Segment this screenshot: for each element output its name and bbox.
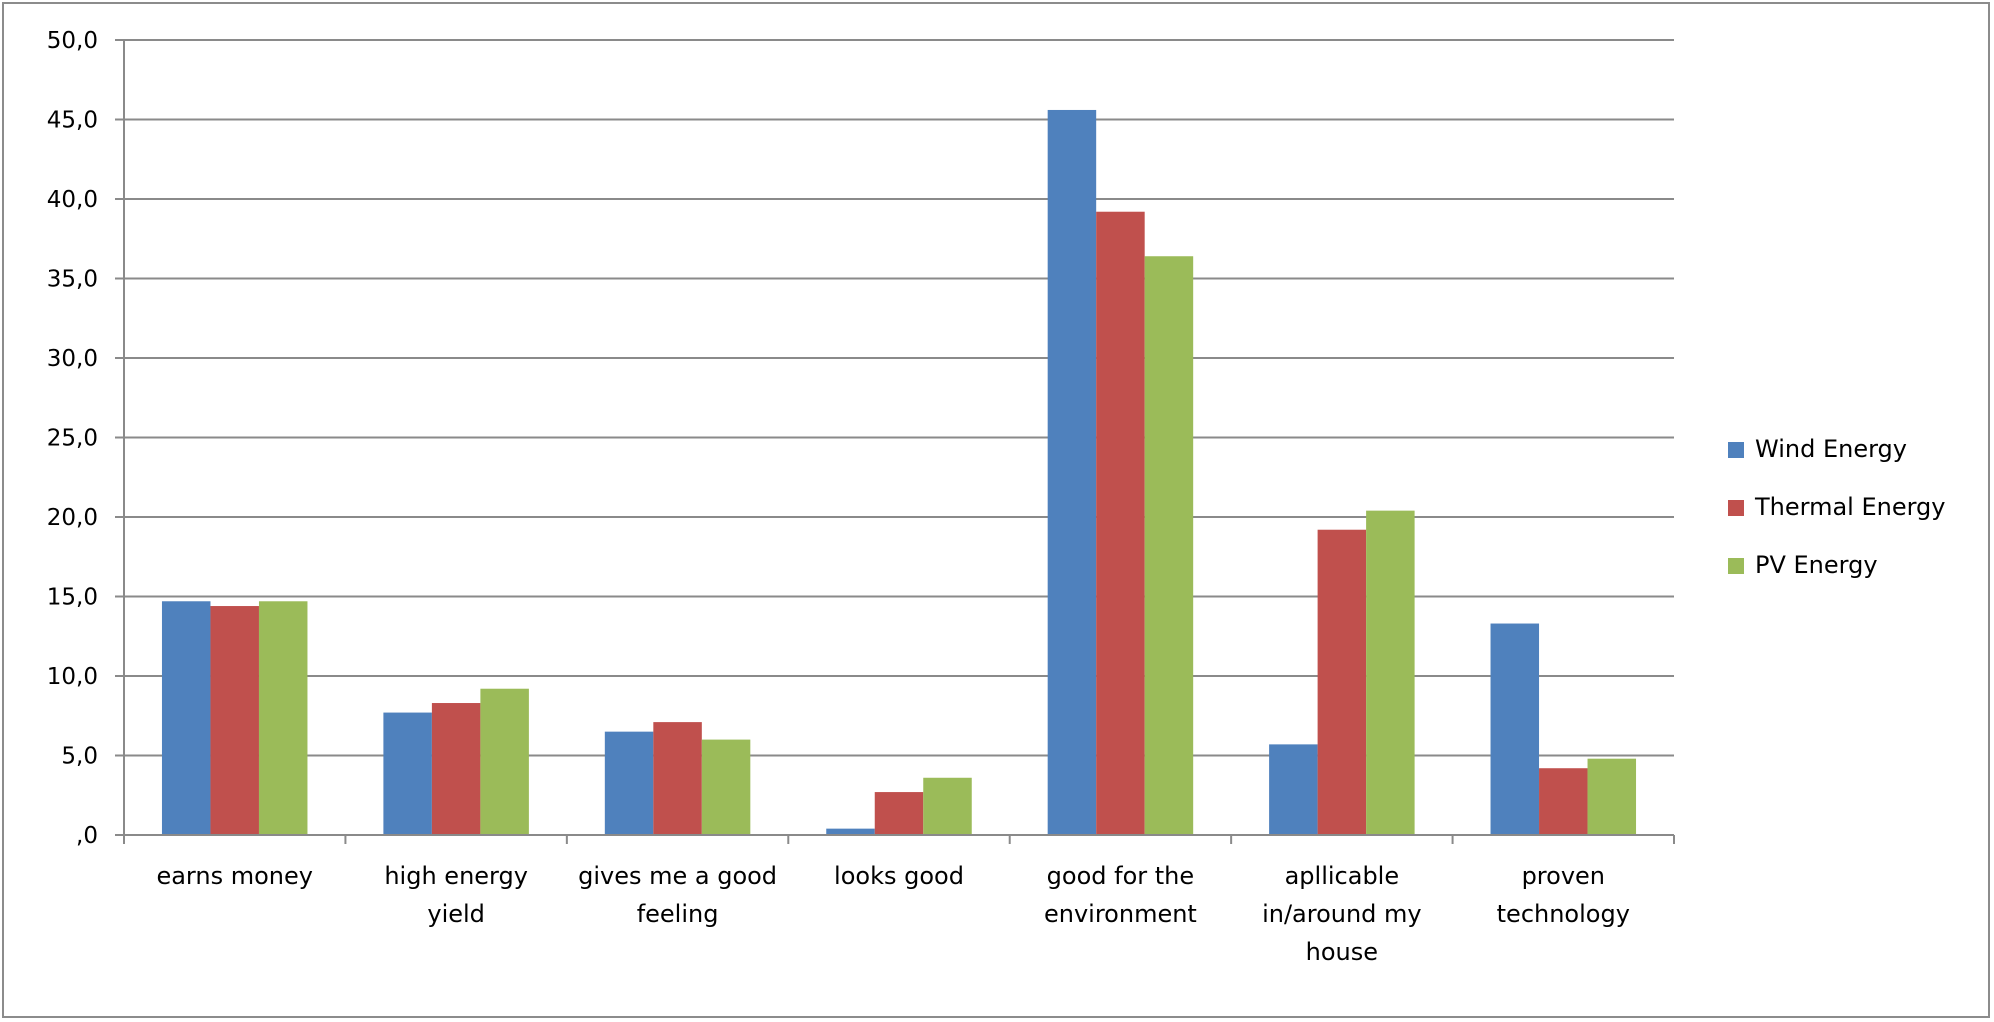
- category-label: high energy: [384, 862, 528, 890]
- category-label: yield: [427, 900, 485, 928]
- legend: Wind Energy Thermal Energy PV Energy: [1728, 435, 1946, 579]
- axes: [115, 39, 1675, 844]
- y-tick-label: 45,0: [47, 108, 98, 134]
- category-label: good for the: [1047, 862, 1194, 890]
- bar-wind-energy: [1047, 109, 1097, 835]
- bar-thermal-energy: [210, 606, 259, 835]
- y-tick-label: 30,0: [47, 346, 98, 372]
- category-label: apllicable: [1285, 862, 1400, 890]
- bar-pv-energy: [1144, 256, 1194, 835]
- y-tick-labels: ,0 5,0 10,0 15,0 20,0 25,0 30,0 35,0 40,0 45,0 50,…: [47, 28, 98, 849]
- y-tick-label: 10,0: [47, 664, 98, 690]
- bar-thermal-energy: [653, 722, 702, 835]
- bar-thermal-energy: [874, 792, 924, 835]
- category-label: feeling: [637, 900, 719, 928]
- y-tick-label: 15,0: [47, 585, 98, 611]
- category-label: house: [1306, 938, 1378, 966]
- y-tick-label: 35,0: [47, 267, 98, 293]
- bar-wind-energy: [826, 828, 875, 835]
- bar-thermal-energy: [431, 703, 481, 835]
- category-label: environment: [1044, 900, 1197, 928]
- bar-wind-energy: [383, 712, 432, 835]
- gridlines: [124, 39, 1674, 757]
- category-labels: earns money high energy yield gives me a go…: [156, 862, 1629, 966]
- bar-thermal-energy: [1096, 211, 1145, 836]
- y-tick-label: 25,0: [47, 426, 98, 452]
- bar-pv-energy: [701, 739, 751, 835]
- legend-label: PV Energy: [1755, 551, 1878, 579]
- bar-thermal-energy: [1317, 529, 1367, 835]
- legend-label: Thermal Energy: [1754, 493, 1946, 521]
- y-tick-label: 40,0: [47, 187, 98, 213]
- bar-pv-energy: [1366, 510, 1415, 835]
- legend-label: Wind Energy: [1755, 435, 1907, 463]
- legend-swatch: [1728, 558, 1744, 574]
- bar-pv-energy: [923, 777, 972, 835]
- bars: [161, 109, 1637, 836]
- y-tick-label: 20,0: [47, 505, 98, 531]
- y-tick-label: 50,0: [47, 28, 98, 54]
- category-label: technology: [1497, 900, 1630, 928]
- category-label: looks good: [834, 862, 964, 890]
- y-tick-label: ,0: [76, 823, 98, 849]
- bar-wind-energy: [161, 601, 211, 835]
- y-tick-label: 5,0: [61, 744, 98, 770]
- category-label: proven: [1522, 862, 1605, 890]
- bar-wind-energy: [604, 731, 654, 835]
- legend-swatch: [1728, 442, 1744, 458]
- legend-swatch: [1728, 500, 1744, 516]
- category-label: earns money: [156, 862, 313, 890]
- category-label: in/around my: [1262, 900, 1422, 928]
- bar-wind-energy: [1269, 744, 1318, 835]
- bar-pv-energy: [1587, 758, 1637, 835]
- bar-chart: ,0 5,0 10,0 15,0 20,0 25,0 30,0 35,0 40,0 45,0 50,…: [47, 28, 1946, 966]
- bar-pv-energy: [258, 601, 308, 835]
- bar-pv-energy: [480, 688, 529, 835]
- bar-thermal-energy: [1539, 768, 1588, 835]
- category-label: gives me a good: [578, 862, 777, 890]
- bar-wind-energy: [1490, 623, 1540, 835]
